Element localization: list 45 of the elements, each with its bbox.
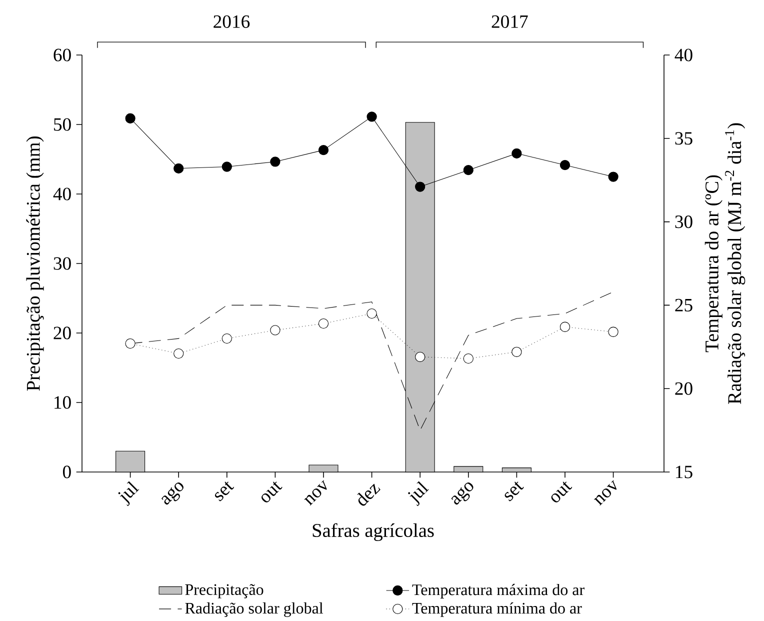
y2-tick-label: 20 [675,382,692,395]
point [222,162,232,172]
y-tick-label: 10 [54,396,71,409]
x-tick-label: out [262,482,282,502]
point [415,352,426,362]
point [560,160,570,170]
y2-tick-label: 30 [675,215,692,228]
point [270,156,280,167]
y-tick-label: 50 [54,118,71,131]
y2-axis-title: Temperatura do ar (ºC) Radiação solar global (MJ m$^{-2}$ dia$^{-1}$) [704,123,746,404]
y-tick-label: 60 [54,48,71,62]
point [463,165,474,176]
y2-tick-label: 40 [674,48,692,62]
point [608,172,618,182]
x-tick-label: ago [451,482,474,505]
point [125,113,136,124]
point [366,112,377,122]
x-tick-label: dez [357,484,380,506]
y-tick-label: 40 [53,188,71,200]
legend-label: Temperatura máxima do ar [412,584,584,598]
x-tick-label: nov [594,480,617,506]
legend-label: Precipitação [185,584,264,598]
y2-tick-label: 35 [675,132,692,145]
x-tick-label: jul [408,481,429,506]
text: 2016 [214,15,250,28]
legend-label: Radiação solar global [185,602,324,617]
y-tick-label: 0 [62,466,71,478]
x-tick-label: set [504,482,524,502]
point [174,163,184,174]
x-tick-label: jul [118,481,140,506]
point [415,182,426,192]
x-tick-label: ago [161,482,184,505]
point [512,148,522,158]
x-tick-label: set [215,482,234,502]
y2-tick-label: 25 [675,298,692,312]
x-tick-label: out [551,482,572,502]
x-axis-title: Safras agrícolas [312,523,434,542]
y-tick-label: 30 [54,257,71,270]
y-tick-label: 20 [54,326,71,340]
point [318,145,329,156]
legend-label: Temperatura mínima do ar [412,602,582,617]
x-tick-label: nov [304,480,327,506]
text: 2017 [492,15,528,28]
y-axis-title: Precipitação pluviométrica (mm) [26,136,44,391]
y2-tick-label: 15 [676,466,692,478]
